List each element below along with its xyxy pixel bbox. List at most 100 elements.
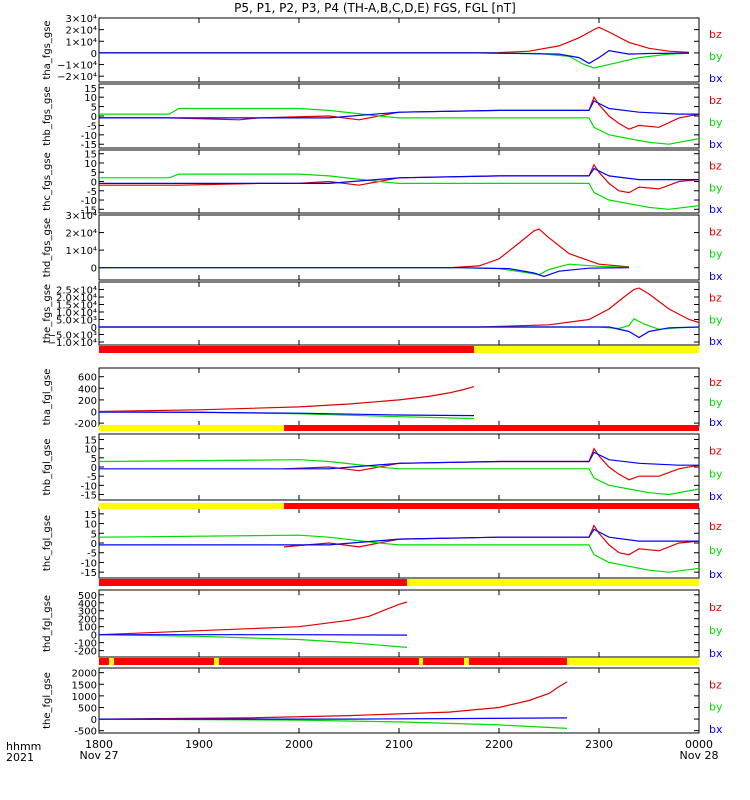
legend-bx: bx (709, 490, 723, 503)
flag-segment (214, 658, 219, 665)
panel-ylabel: tha_fgl_gse (42, 369, 53, 426)
panel-frame (98, 507, 700, 579)
series-line-by (99, 318, 700, 330)
series-line-by (98, 459, 700, 496)
series-line-bz (99, 95, 700, 130)
y-tick-label: 0 (91, 463, 97, 474)
legend-bz: bz (709, 94, 722, 107)
series-line-by (99, 52, 690, 69)
flag-segment (474, 346, 699, 353)
legend-bx: bx (709, 568, 723, 581)
time-unit-label: hhmm (6, 740, 42, 753)
series-line-by (98, 534, 700, 573)
legend-by: by (709, 50, 723, 63)
legend-bx: bx (709, 335, 723, 348)
y-tick-label: -5 (87, 549, 97, 560)
panel-frame (98, 149, 700, 214)
y-tick-label: 1000 (72, 692, 97, 703)
panel-ylabel: the_fgs_gse (42, 284, 53, 343)
flag-segment (99, 658, 109, 665)
legend-bx: bx (709, 723, 723, 736)
y-tick-label: 2×10⁴ (66, 26, 97, 37)
legend-bx: bx (709, 647, 723, 660)
y-tick-label: -5 (87, 472, 97, 483)
y-tick-label: 15 (84, 436, 97, 447)
legend-bz: bz (709, 601, 722, 614)
y-tick-label: 2×10⁴ (66, 229, 97, 240)
legend-by: by (709, 181, 723, 194)
x-tick-label: 1800 (85, 738, 113, 751)
y-tick-label: 3×10⁴ (66, 211, 97, 222)
series-line-by (99, 107, 700, 145)
y-tick-label: 0 (91, 112, 97, 123)
y-tick-label: -10 (81, 481, 97, 492)
series-line-bx (99, 267, 630, 278)
legend-by: by (709, 544, 723, 557)
y-tick-label: 1.5×10⁴ (56, 301, 97, 312)
y-tick-label: −1.0×10⁴ (48, 338, 97, 349)
flag-segment (423, 658, 464, 665)
series-line-bz (99, 26, 690, 54)
legend-bx: bx (709, 72, 723, 85)
series-line-by (99, 173, 700, 210)
y-tick-label: -5 (87, 121, 97, 132)
series-line-bz (98, 386, 475, 413)
legend-bx: bx (709, 270, 723, 283)
flag-segment (99, 579, 407, 586)
legend-by: by (709, 396, 723, 409)
series-line-bz (99, 163, 700, 194)
chart-title: P5, P1, P2, P3, P4 (TH-A,B,C,D,E) FGS, F… (234, 1, 516, 15)
y-tick-label: 0 (91, 408, 97, 419)
series-line-by (99, 263, 630, 276)
series-line-by (98, 718, 568, 729)
panel-ylabel: thd_fgl_gse (42, 595, 53, 652)
legend-by: by (709, 467, 723, 480)
flag-segment (219, 658, 419, 665)
legend-bz: bz (709, 160, 722, 173)
y-tick-label: 300 (78, 607, 97, 618)
x-tick-label: 2000 (285, 738, 313, 751)
y-tick-label: 5 (91, 454, 97, 465)
y-tick-label: −1×10⁴ (57, 61, 97, 72)
y-tick-label: 0 (91, 539, 97, 550)
x-tick-label: 1900 (185, 738, 213, 751)
y-tick-label: 1.0×10⁴ (56, 308, 97, 319)
y-tick-label: 10 (84, 445, 97, 456)
y-tick-label: 1×10⁴ (66, 37, 97, 48)
y-tick-label: -15 (81, 205, 97, 216)
y-tick-label: 5.0×10³ (56, 316, 97, 327)
flag-segment (567, 658, 699, 665)
legend-by: by (709, 248, 723, 261)
panel-ylabel: thc_fgs_gse (42, 152, 53, 211)
flag-segment (469, 658, 567, 665)
flag-segment (464, 658, 469, 665)
y-tick-label: 10 (84, 520, 97, 531)
x-tick-sublabel: Nov 28 (680, 749, 719, 762)
flag-segment (114, 658, 214, 665)
y-tick-label: 500 (78, 591, 97, 602)
panel-frame (98, 667, 700, 734)
y-tick-label: 2.0×10⁴ (56, 293, 97, 304)
x-tick-label: 2300 (585, 738, 613, 751)
y-tick-label: 15 (84, 84, 97, 95)
series-line-bz (98, 601, 408, 636)
x-tick-label: 0000 (685, 738, 713, 751)
series-line-bx (99, 49, 690, 65)
legend-bx: bx (709, 416, 723, 429)
legend-bz: bz (709, 225, 722, 238)
series-line-bz (283, 524, 700, 556)
y-tick-label: 1500 (72, 680, 97, 691)
legend-bz: bz (709, 445, 722, 458)
y-tick-label: 500 (78, 703, 97, 714)
flag-segment (284, 425, 699, 431)
y-tick-label: -500 (74, 727, 97, 738)
x-tick-label: 2200 (485, 738, 513, 751)
y-tick-label: 600 (78, 373, 97, 384)
flag-segment (419, 658, 423, 665)
year-label: 2021 (6, 751, 34, 764)
y-tick-label: 400 (78, 599, 97, 610)
y-tick-label: -10 (81, 131, 97, 142)
legend-by: by (709, 313, 723, 326)
series-line-bz (98, 681, 568, 720)
